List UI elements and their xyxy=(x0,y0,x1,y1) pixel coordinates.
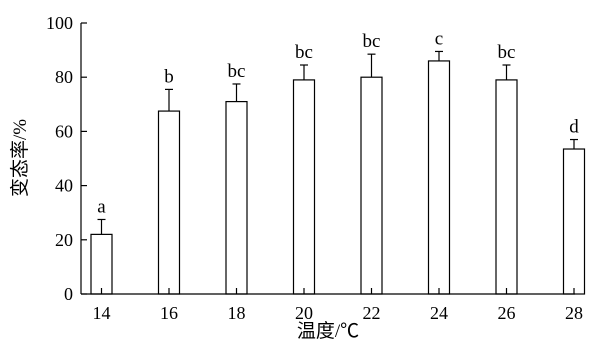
x-tick-label: 20 xyxy=(295,303,313,323)
bar-28 xyxy=(562,148,586,295)
bar-22 xyxy=(360,76,383,295)
x-tick-label: 26 xyxy=(498,303,516,323)
y-tick-label: 60 xyxy=(55,121,73,141)
bar-16 xyxy=(157,110,181,295)
bar-20 xyxy=(292,79,316,295)
y-tick-label: 40 xyxy=(55,176,73,196)
chart-marks: a b bc bc bc c bc d xyxy=(90,28,586,295)
significance-label-22: bc xyxy=(363,31,381,52)
significance-label-14: a xyxy=(97,196,106,217)
y-tick-label: 20 xyxy=(55,230,73,250)
bar-26 xyxy=(495,79,518,295)
x-tick-label: 16 xyxy=(160,303,178,323)
significance-label-26: bc xyxy=(498,42,516,63)
x-tick-label: 28 xyxy=(565,303,583,323)
x-tick-label: 22 xyxy=(363,303,381,323)
significance-label-18: bc xyxy=(228,61,246,82)
y-axis-ticks: 0 20 40 60 80 100 xyxy=(46,13,87,304)
significance-label-20: bc xyxy=(295,42,313,63)
significance-label-24: c xyxy=(435,28,443,49)
y-tick-label: 0 xyxy=(64,284,73,304)
bar-18 xyxy=(225,100,248,295)
y-tick-label: 80 xyxy=(55,67,73,87)
x-tick-label: 18 xyxy=(228,303,246,323)
x-tick-label: 14 xyxy=(93,303,111,323)
bar-24 xyxy=(427,60,451,295)
bar-14 xyxy=(90,233,113,295)
x-tick-label: 24 xyxy=(430,303,448,323)
x-axis-title: 温度/℃ xyxy=(297,320,359,342)
significance-label-28: d xyxy=(569,117,579,138)
y-tick-label: 100 xyxy=(46,13,73,33)
significance-label-16: b xyxy=(164,66,174,87)
y-axis-title: 变态率/% xyxy=(9,119,31,197)
x-axis-ticks: 14 16 18 20 22 24 26 28 xyxy=(93,288,583,323)
